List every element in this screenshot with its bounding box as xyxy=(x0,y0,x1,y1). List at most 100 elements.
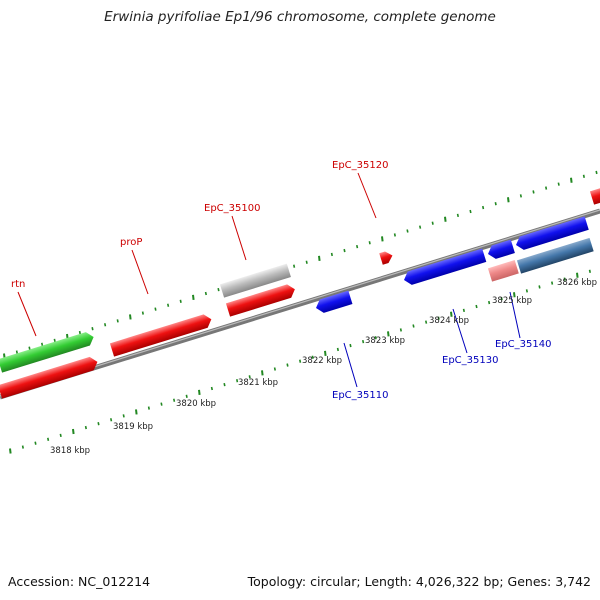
tick-mark xyxy=(343,248,346,253)
tick-mark xyxy=(336,347,339,352)
tick-mark xyxy=(374,336,377,340)
tick-mark xyxy=(406,229,409,233)
tick-mark xyxy=(34,441,37,445)
tick-mark xyxy=(450,311,453,317)
tick-mark xyxy=(563,277,566,281)
tick-mark xyxy=(482,205,485,210)
tick-mark xyxy=(116,319,119,323)
tick-mark xyxy=(500,297,503,301)
tick-mark xyxy=(311,355,314,359)
tick-mark xyxy=(462,308,465,313)
scale-label: 3820 kbp xyxy=(176,399,216,409)
gene-epc-35110[interactable] xyxy=(314,290,353,315)
tick-mark xyxy=(147,406,150,410)
map-title: Erwinia pyrifoliae Ep1/96 chromosome, co… xyxy=(104,9,496,25)
tick-mark xyxy=(393,233,396,237)
tick-mark xyxy=(28,346,31,350)
tick-mark xyxy=(545,186,548,190)
tick-mark xyxy=(185,394,188,398)
tick-mark xyxy=(122,414,125,418)
gene-label-epc-35120[interactable]: EpC_35120 xyxy=(332,160,388,171)
tick-mark xyxy=(110,418,113,422)
tick-mark xyxy=(15,350,18,354)
tick-mark xyxy=(198,389,201,396)
tick-mark xyxy=(41,342,44,346)
accession-text: Accession: NC_012214 xyxy=(8,574,151,589)
tick-mark xyxy=(299,359,302,363)
gene-prop[interactable] xyxy=(109,313,213,357)
tick-mark xyxy=(204,291,207,296)
gene-label-epc-35130[interactable]: EpC_35130 xyxy=(442,355,498,366)
tick-mark xyxy=(419,225,422,229)
tick-mark xyxy=(53,338,56,343)
tick-mark xyxy=(324,350,327,356)
gene-epc-35100-grey[interactable] xyxy=(219,263,291,298)
tick-mark xyxy=(84,425,87,430)
tick-mark xyxy=(286,363,289,367)
gene-label-epc-35100[interactable]: EpC_35100 xyxy=(204,203,260,214)
tick-mark xyxy=(160,402,163,406)
scale-label: 3823 kbp xyxy=(365,336,405,346)
tick-mark xyxy=(305,260,308,264)
tick-mark xyxy=(595,170,598,175)
tick-mark xyxy=(167,303,170,307)
tick-mark xyxy=(588,269,591,273)
tick-mark xyxy=(192,294,195,301)
gene-long-blue[interactable] xyxy=(514,216,589,251)
scale-label: 3822 kbp xyxy=(302,356,342,366)
tick-mark xyxy=(217,287,220,292)
tick-mark xyxy=(412,324,415,328)
scale-label: 3826 kbp xyxy=(557,278,597,288)
tick-mark xyxy=(532,190,535,194)
tick-mark xyxy=(273,367,276,371)
gene-label-epc-35110[interactable]: EpC_35110 xyxy=(332,390,388,401)
gene-label-rtn[interactable]: rtn xyxy=(11,279,25,290)
leader-epc-35110 xyxy=(343,342,358,388)
scale-label: 3824 kbp xyxy=(429,316,469,326)
gene-epc-35140-pink[interactable] xyxy=(487,260,519,282)
gene-epc-35100[interactable] xyxy=(225,283,297,317)
tick-mark xyxy=(519,194,522,198)
gene-epc-35130[interactable] xyxy=(402,248,487,286)
tick-mark xyxy=(494,202,497,206)
gene-small-blue[interactable] xyxy=(486,239,515,261)
gene-label-prop[interactable]: proP xyxy=(120,237,142,248)
tick-mark xyxy=(381,236,384,242)
tick-mark xyxy=(488,300,491,305)
tick-mark xyxy=(444,216,447,222)
tick-mark xyxy=(551,281,554,285)
gene-epc-35120[interactable] xyxy=(379,250,394,265)
tick-mark xyxy=(261,370,264,376)
backbone-highlight xyxy=(0,209,600,397)
tick-mark xyxy=(431,221,434,225)
tick-mark xyxy=(9,448,12,454)
tick-mark xyxy=(425,320,428,324)
gene-rtn[interactable] xyxy=(0,330,96,373)
tick-mark xyxy=(557,182,560,186)
tick-mark xyxy=(179,299,182,303)
gene-label-epc-35140[interactable]: EpC_35140 xyxy=(495,339,551,350)
tick-mark xyxy=(330,252,333,257)
tick-mark xyxy=(399,328,402,332)
leader-epc-35120 xyxy=(357,172,377,219)
genome-summary: Topology: circular; Length: 4,026,322 bp… xyxy=(247,574,591,589)
scale-label: 3825 kbp xyxy=(492,296,532,306)
tick-mark xyxy=(362,339,365,344)
tick-mark xyxy=(210,386,213,391)
tick-mark xyxy=(469,209,472,214)
inner-tick-row xyxy=(9,269,591,454)
leader-epc-35130 xyxy=(452,308,468,354)
gene-rtn-red[interactable] xyxy=(0,355,100,399)
scale-label: 3819 kbp xyxy=(113,422,153,432)
scale-label: 3821 kbp xyxy=(238,378,278,388)
tick-mark xyxy=(223,382,226,387)
tick-mark xyxy=(538,285,541,289)
gene-epc-35140[interactable] xyxy=(516,237,594,274)
tick-mark xyxy=(513,292,516,298)
tick-mark xyxy=(154,307,157,311)
tick-mark xyxy=(59,433,62,438)
leader-rtn xyxy=(17,291,37,337)
gene-edge-red[interactable] xyxy=(589,187,600,205)
tick-mark xyxy=(72,428,75,435)
